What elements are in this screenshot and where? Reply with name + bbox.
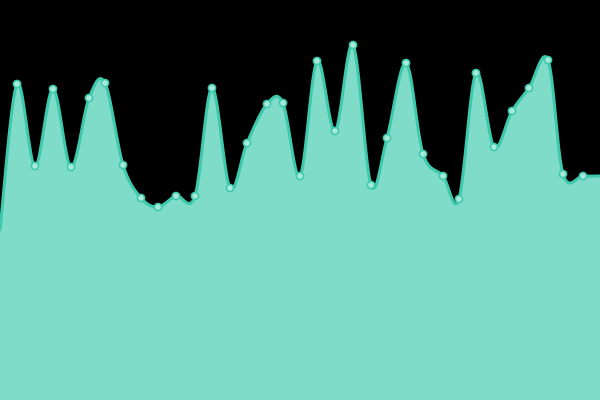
data-point-marker — [242, 138, 252, 148]
data-point-marker — [30, 161, 40, 171]
data-point-marker — [66, 162, 76, 172]
data-point-marker — [190, 191, 200, 201]
data-point-marker — [382, 133, 392, 143]
data-point-marker — [471, 68, 481, 78]
data-point-marker — [454, 194, 464, 204]
data-point-marker — [312, 56, 322, 66]
data-point-marker — [543, 55, 553, 65]
data-point-marker — [136, 193, 146, 203]
data-point-marker — [225, 183, 235, 193]
data-point-marker — [262, 99, 272, 109]
data-point-marker — [153, 202, 163, 212]
data-point-marker — [558, 169, 568, 179]
data-point-marker — [524, 83, 534, 93]
data-point-marker — [418, 149, 428, 159]
data-point-marker — [207, 83, 217, 93]
data-point-marker — [295, 171, 305, 181]
data-point-marker — [507, 106, 517, 116]
data-point-markers — [12, 40, 588, 212]
data-point-marker — [330, 126, 340, 136]
data-point-marker — [489, 142, 499, 152]
data-point-marker — [48, 84, 58, 94]
data-point-marker — [171, 191, 181, 201]
data-point-marker — [278, 98, 288, 108]
data-point-marker — [84, 93, 94, 103]
area-fill-path — [0, 44, 600, 400]
data-point-marker — [100, 78, 110, 88]
data-point-marker — [12, 79, 22, 89]
data-point-marker — [366, 180, 376, 190]
data-point-marker — [348, 40, 358, 50]
data-point-marker — [578, 171, 588, 181]
data-point-marker — [401, 58, 411, 68]
data-point-marker — [118, 160, 128, 170]
data-point-marker — [438, 171, 448, 181]
